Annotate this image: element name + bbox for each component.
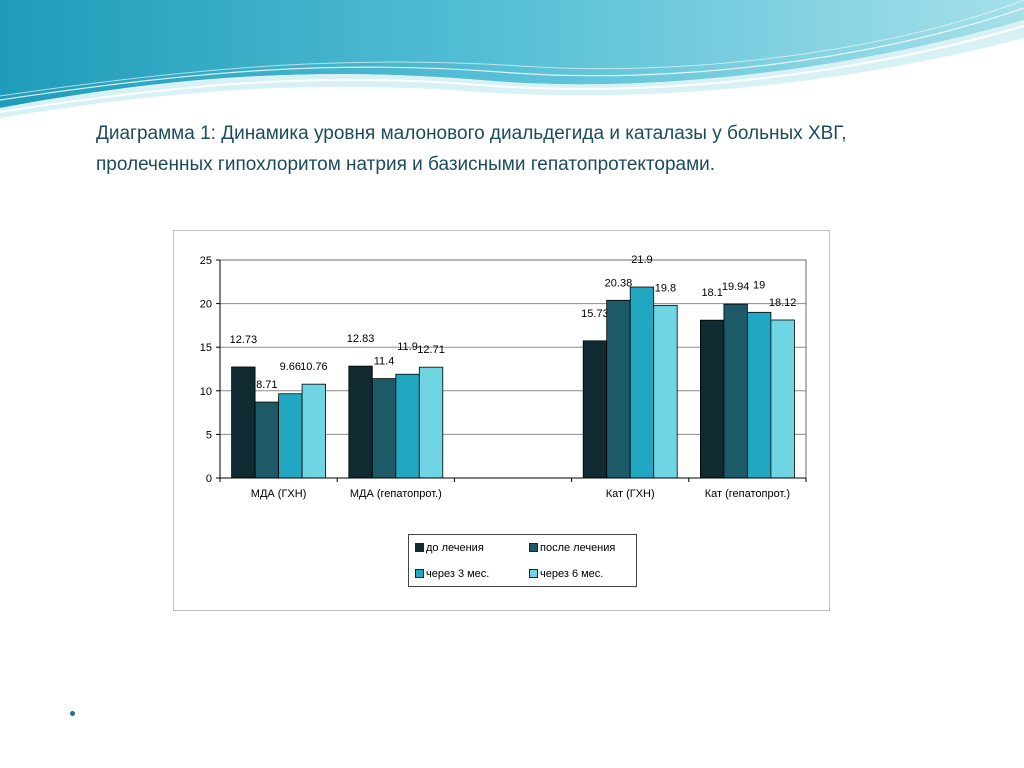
data-label: 18.1 (701, 287, 722, 299)
x-tick-label: Кат (ГХН) (606, 488, 655, 500)
x-tick-label: МДА (гепатопрот.) (350, 488, 442, 500)
slide-title: Диаграмма 1: Динамика уровня малонового … (96, 118, 956, 180)
data-label: 20.38 (605, 277, 633, 289)
y-tick-label: 10 (200, 386, 212, 398)
bar (231, 366, 256, 479)
bar (770, 319, 795, 479)
legend-swatch (529, 542, 538, 552)
bar (301, 383, 327, 479)
bar (395, 373, 420, 479)
x-tick-label: МДА (ГХН) (251, 488, 307, 500)
y-tick-label: 25 (200, 255, 212, 267)
data-label: 18.12 (769, 297, 797, 309)
data-label: 11.9 (397, 341, 418, 353)
chart-legend: до лечения после лечения через 3 мес. через… (408, 534, 637, 587)
legend-swatch (415, 568, 424, 578)
legend-label: до лечения (426, 542, 484, 554)
data-label: 12.71 (417, 344, 445, 356)
y-tick-label: 0 (206, 473, 212, 485)
data-label: 19.8 (655, 282, 676, 294)
bar (700, 319, 725, 479)
data-label: 10.76 (300, 361, 328, 373)
data-label: 11.4 (374, 356, 395, 368)
data-label: 9.66 (280, 361, 301, 373)
bar (278, 393, 303, 479)
wave-band-main (0, 0, 1024, 108)
legend-item: до лечения (415, 541, 484, 555)
bar (348, 365, 373, 479)
legend-swatch (529, 568, 538, 578)
bar-chart: 0 5 10 15 20 25 МДА (ГХН) МДА (гепатопрот.) Кат … (200, 254, 807, 500)
bar (723, 303, 748, 479)
legend-item: после лечения (529, 541, 615, 555)
y-tick-label: 20 (200, 299, 212, 311)
header-wave-decoration (0, 0, 1024, 118)
y-tick-label: 15 (200, 342, 212, 354)
data-label: 12.73 (230, 334, 258, 346)
legend-item: через 3 мес. (415, 567, 489, 581)
bar (606, 299, 631, 479)
y-tick-label: 5 (206, 429, 212, 441)
legend-swatch (415, 542, 424, 552)
bar (254, 401, 279, 479)
data-label: 21.9 (631, 254, 652, 266)
legend-item: через 6 мес. (529, 567, 603, 581)
data-label: 15.73 (581, 308, 609, 320)
data-label: 19 (753, 279, 765, 291)
wave-line-3 (0, 0, 1024, 97)
legend-label: через 6 мес. (540, 568, 604, 580)
x-tick-label: Кат (гепатопрот.) (705, 488, 790, 500)
bar (418, 366, 444, 479)
wave-band-light (0, 20, 1024, 118)
data-label: 19.94 (722, 281, 750, 293)
slide-title-line-2: пролеченных гипохлоритом натрия и базисн… (96, 154, 716, 175)
wave-line-1 (0, 25, 1024, 113)
bar (653, 304, 678, 479)
slide-title-line-1: Диаграмма 1: Динамика уровня малонового … (96, 123, 847, 144)
bar (747, 311, 772, 479)
bar (582, 340, 608, 479)
data-label: 8.71 (256, 379, 277, 391)
bullet-dot (70, 711, 75, 716)
bar (629, 286, 655, 479)
legend-label: через 3 мес. (426, 568, 490, 580)
data-label: 12.83 (347, 333, 375, 345)
bar (371, 378, 397, 479)
legend-label: после лечения (540, 542, 616, 554)
wave-line-2 (0, 7, 1024, 101)
